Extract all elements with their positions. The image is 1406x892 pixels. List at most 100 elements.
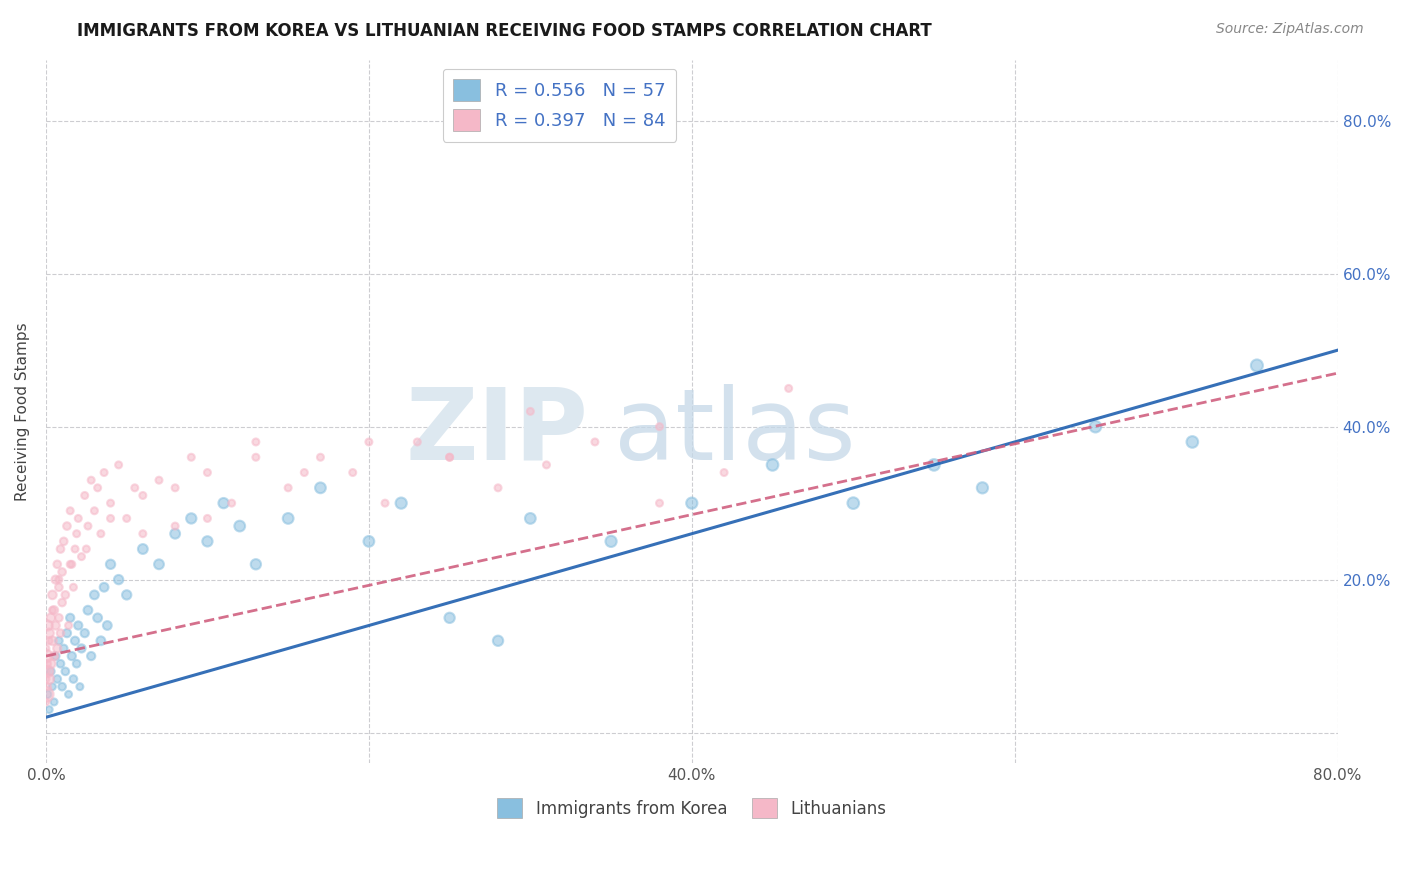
Point [148, 558, 170, 572]
Point [37, 657, 59, 671]
Point [132, 526, 155, 541]
Point [35, 687, 58, 701]
Point [357, 534, 380, 549]
Point [972, 481, 994, 495]
Point [49, 657, 72, 671]
Point [42, 649, 65, 664]
Point [73, 626, 96, 640]
Point [41, 588, 63, 602]
Point [41, 680, 63, 694]
Point [49, 541, 72, 556]
Point [148, 473, 170, 487]
Point [63, 633, 86, 648]
Point [93, 466, 115, 480]
Point [39, 657, 62, 671]
Point [197, 511, 219, 525]
Point [277, 511, 299, 525]
Text: ZIP: ZIP [405, 384, 589, 481]
Point [41, 603, 63, 617]
Point [80, 649, 103, 664]
Point [221, 496, 243, 510]
Point [77, 519, 100, 533]
Point [107, 458, 129, 472]
Point [37, 665, 59, 679]
Point [922, 458, 945, 472]
Text: atlas: atlas [614, 384, 856, 481]
Point [67, 618, 90, 632]
Point [46, 641, 69, 656]
Point [35, 641, 58, 656]
Point [309, 481, 332, 495]
Point [842, 496, 865, 510]
Point [761, 458, 783, 472]
Point [59, 611, 82, 625]
Point [35, 665, 58, 679]
Point [41, 633, 63, 648]
Point [45, 573, 67, 587]
Point [681, 496, 703, 510]
Point [100, 496, 122, 510]
Point [96, 618, 118, 632]
Point [53, 588, 76, 602]
Point [245, 434, 267, 449]
Point [38, 633, 60, 648]
Point [66, 657, 89, 671]
Point [519, 511, 541, 525]
Point [53, 665, 76, 679]
Point [165, 519, 187, 533]
Point [39, 611, 62, 625]
Point [292, 466, 315, 480]
Point [245, 558, 267, 572]
Point [58, 618, 80, 632]
Point [60, 649, 83, 664]
Point [115, 588, 138, 602]
Point [180, 511, 202, 525]
Point [42, 603, 65, 617]
Point [357, 434, 380, 449]
Point [83, 588, 105, 602]
Point [1181, 434, 1204, 449]
Point [86, 481, 108, 495]
Point [60, 558, 83, 572]
Point [66, 526, 89, 541]
Point [228, 519, 250, 533]
Point [93, 580, 115, 594]
Point [35, 695, 58, 709]
Point [48, 580, 70, 594]
Point [77, 603, 100, 617]
Point [600, 534, 623, 549]
Point [51, 565, 73, 579]
Point [342, 466, 364, 480]
Point [1084, 419, 1107, 434]
Point [48, 611, 70, 625]
Point [48, 633, 70, 648]
Point [45, 618, 67, 632]
Point [62, 672, 84, 686]
Point [132, 488, 155, 502]
Point [35, 649, 58, 664]
Point [52, 641, 75, 656]
Point [48, 573, 70, 587]
Point [124, 481, 146, 495]
Point [90, 633, 112, 648]
Point [37, 687, 59, 701]
Point [58, 687, 80, 701]
Point [35, 672, 58, 686]
Point [86, 611, 108, 625]
Point [73, 488, 96, 502]
Point [37, 680, 59, 694]
Point [59, 504, 82, 518]
Point [277, 481, 299, 495]
Point [46, 672, 69, 686]
Point [406, 434, 429, 449]
Point [583, 434, 606, 449]
Point [49, 626, 72, 640]
Point [212, 496, 235, 510]
Text: IMMIGRANTS FROM KOREA VS LITHUANIAN RECEIVING FOOD STAMPS CORRELATION CHART: IMMIGRANTS FROM KOREA VS LITHUANIAN RECE… [77, 22, 932, 40]
Point [38, 703, 60, 717]
Point [51, 595, 73, 609]
Point [37, 618, 59, 632]
Point [165, 526, 187, 541]
Point [90, 526, 112, 541]
Point [107, 573, 129, 587]
